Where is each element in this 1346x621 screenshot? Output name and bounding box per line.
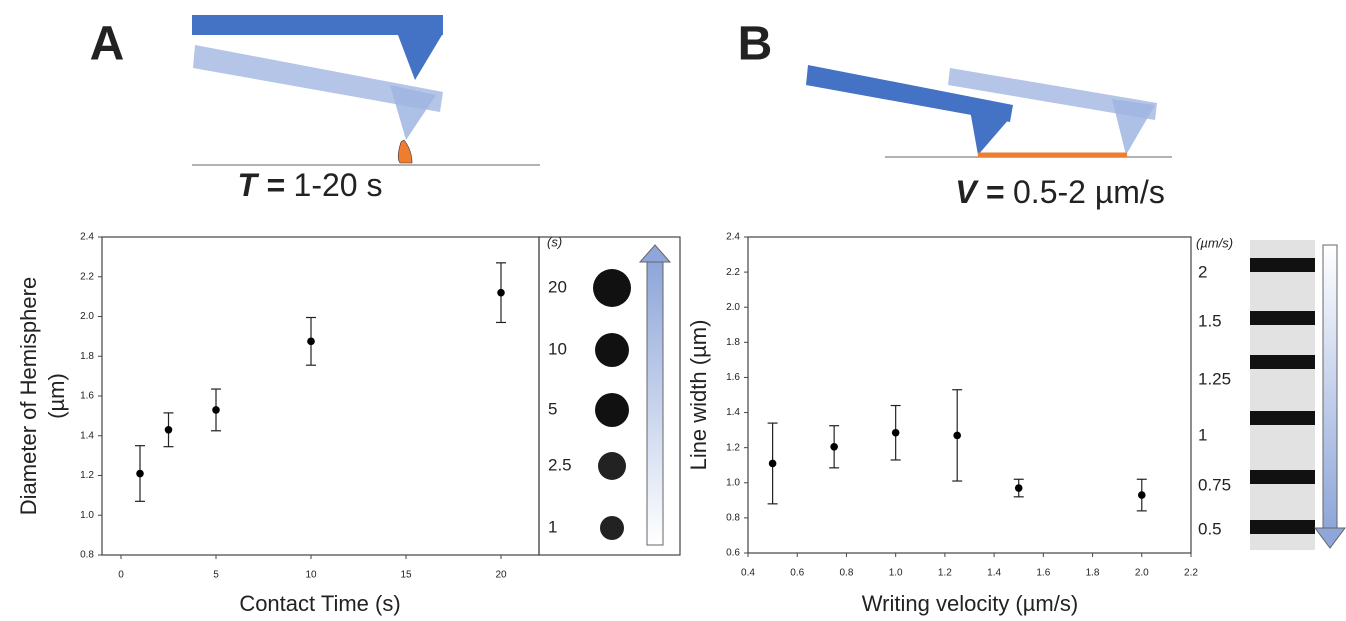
data-point (1137, 491, 1146, 499)
inset-label: 1.5 (1198, 311, 1222, 330)
annotation: V = 0.5-2 µm/s (955, 174, 1165, 210)
x-tick-label: 0.4 (741, 568, 755, 579)
y-tick-label: 1.8 (80, 351, 94, 362)
inset-label: 2 (1198, 262, 1207, 281)
data-point (953, 431, 961, 440)
inset-label: 1 (548, 517, 557, 536)
x-tick-label: 1.2 (938, 568, 952, 579)
data-point (212, 406, 220, 414)
y-tick-label: 1.8 (726, 337, 740, 348)
y-tick-label: 1.4 (80, 430, 94, 441)
y-tick-label: 1.2 (80, 470, 94, 481)
inset-unit: (s) (547, 234, 562, 249)
x-tick-label: 1.4 (987, 568, 1001, 579)
x-tick-label: 2.2 (1184, 568, 1198, 579)
y-tick-label: 1.6 (726, 372, 740, 383)
annotation: T = 1-20 s (238, 167, 383, 203)
y-tick-label: 1.6 (80, 391, 94, 402)
y-axis-label: Line width (µm) (686, 320, 711, 471)
inset-unit: (µm/s) (1196, 235, 1233, 250)
annotation-value: 0.5-2 µm/s (1013, 174, 1165, 210)
inset-label: 10 (548, 339, 567, 358)
data-point (891, 428, 900, 437)
inset-label: 1 (1198, 425, 1207, 444)
data-point (497, 288, 505, 297)
x-tick-label: 20 (495, 570, 507, 581)
x-tick-label: 10 (305, 570, 317, 581)
data-point (1014, 484, 1023, 492)
x-tick-label: 5 (213, 570, 219, 581)
y-tick-label: 2.0 (80, 311, 94, 322)
inset-b-images (1250, 240, 1346, 550)
x-tick-label: 2.0 (1135, 568, 1149, 579)
y-tick-label: 2.4 (80, 232, 94, 243)
inset-label: 0.5 (1198, 519, 1222, 538)
x-tick-label: 1.8 (1086, 568, 1100, 579)
y-tick-label: 1.0 (80, 510, 94, 521)
y-tick-label: 0.6 (726, 548, 740, 559)
annotation-value: 1-20 s (294, 167, 383, 203)
y-tick-label: 0.8 (80, 550, 94, 561)
inset-label: 20 (548, 277, 567, 296)
x-tick-label: 1.0 (889, 568, 903, 579)
y-axis-label: (µm) (44, 373, 69, 419)
inset-label: 0.75 (1198, 475, 1231, 494)
x-tick-label: 15 (400, 570, 412, 581)
y-tick-label: 1.0 (726, 477, 740, 488)
panel-label: A (90, 18, 125, 71)
inset-label: 1.25 (1198, 369, 1231, 388)
panel-label: B (738, 18, 773, 71)
inset-label: 5 (548, 399, 557, 418)
x-axis-label: Writing velocity (µm/s) (862, 591, 1078, 616)
y-tick-label: 2.4 (726, 232, 740, 243)
data-point (136, 469, 144, 478)
data-point (307, 337, 315, 346)
cantilever-a (192, 15, 540, 166)
y-tick-label: 2.2 (726, 267, 740, 278)
inset-frame (538, 236, 681, 556)
data-point (164, 425, 173, 434)
data-point (830, 442, 838, 451)
x-tick-label: 1.6 (1036, 568, 1050, 579)
y-tick-label: 2.0 (726, 302, 740, 313)
annotation-variable: T = (238, 167, 285, 203)
y-axis-label: Diameter of Hemisphere (16, 277, 41, 515)
x-tick-label: 0 (118, 570, 124, 581)
plot-frame (101, 236, 540, 556)
y-tick-label: 0.8 (726, 513, 740, 524)
inset-label: 2.5 (548, 455, 572, 474)
y-tick-label: 1.2 (726, 442, 740, 453)
plot-frame (747, 236, 1192, 554)
annotation-variable: V = (955, 174, 1004, 210)
inset-a-images (593, 244, 672, 546)
cantilever-b (806, 65, 1172, 158)
x-tick-label: 0.6 (790, 568, 804, 579)
y-tick-label: 1.4 (726, 407, 740, 418)
x-tick-label: 0.8 (839, 568, 853, 579)
y-tick-label: 2.2 (80, 271, 94, 282)
data-point (768, 459, 777, 468)
x-axis-label: Contact Time (s) (239, 591, 400, 616)
